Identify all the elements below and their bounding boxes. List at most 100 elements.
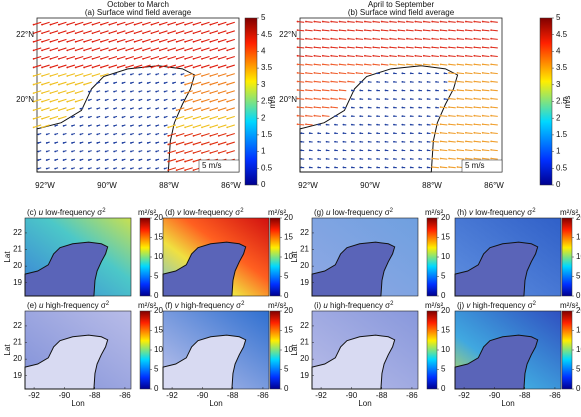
- panel-tag: (h): [457, 208, 467, 217]
- wind-arrow-head: [381, 21, 383, 23]
- wind-arrow-head: [184, 152, 186, 154]
- wind-arrow-head: [351, 158, 353, 160]
- wind-arrow-head: [334, 149, 336, 151]
- wind-arrow-head: [376, 72, 378, 74]
- wind-arrow-head: [418, 98, 420, 100]
- wind-arrow: [483, 141, 490, 142]
- wind-arrow-head: [75, 101, 77, 103]
- wind-arrow-head: [58, 24, 60, 26]
- wind-arrow-head: [201, 144, 203, 146]
- wind-arrow: [348, 56, 355, 57]
- colorbar: [562, 311, 572, 389]
- wind-arrow-head: [297, 72, 299, 74]
- wind-arrow-head: [66, 24, 68, 26]
- wind-arrow-head: [83, 84, 85, 86]
- wind-arrow-head: [297, 89, 299, 91]
- panel-tag: (e): [27, 301, 37, 310]
- wind-arrow-head: [473, 29, 475, 31]
- wind-arrow-head: [359, 81, 361, 83]
- wind-arrow: [449, 141, 456, 142]
- wind-arrow-head: [96, 125, 98, 127]
- lat-label: 22°N: [279, 30, 297, 39]
- wind-arrow-head: [435, 90, 437, 92]
- wind-arrow-head: [347, 29, 349, 31]
- wind-arrow-head: [122, 142, 124, 144]
- colorbar-tick-label: 0: [441, 291, 446, 300]
- colorbar-tick-label: 15: [441, 326, 450, 335]
- wind-arrow: [348, 39, 355, 40]
- wind-arrow-head: [385, 141, 387, 143]
- wind-arrow: [441, 158, 448, 159]
- wind-arrow: [390, 30, 397, 31]
- wind-arrow-head: [63, 159, 65, 161]
- wind-arrow: [457, 90, 464, 91]
- wind-arrow: [348, 73, 355, 74]
- wind-arrow: [483, 73, 490, 74]
- wind-arrow-head: [490, 106, 492, 108]
- wind-arrow-head: [83, 32, 85, 34]
- wind-arrow: [323, 81, 330, 82]
- wind-arrow: [373, 56, 380, 57]
- wind-arrow: [449, 158, 456, 159]
- colorbar-unit: m/s: [563, 96, 572, 109]
- wind-arrow-head: [201, 67, 203, 69]
- wind-arrow-head: [364, 46, 366, 48]
- wind-arrow-head: [393, 90, 395, 92]
- wind-arrow-head: [113, 142, 115, 144]
- wind-arrow-head: [401, 149, 403, 151]
- wind-arrow: [466, 81, 473, 82]
- wind-arrow-head: [482, 29, 484, 31]
- wind-arrow: [365, 39, 372, 40]
- colorbar-tick-label: 4.5: [261, 30, 273, 39]
- wind-arrow-head: [71, 159, 73, 161]
- wind-arrow-head: [427, 115, 429, 117]
- wind-arrow-head: [410, 72, 412, 74]
- wind-arrow: [466, 56, 473, 57]
- wind-arrow-head: [147, 82, 149, 84]
- wind-arrow: [314, 90, 321, 91]
- wind-arrow-head: [184, 32, 186, 34]
- wind-arrow: [314, 107, 321, 108]
- wind-arrow: [466, 133, 473, 134]
- wind-arrow-head: [105, 116, 107, 118]
- wind-arrow-head: [209, 84, 211, 86]
- wind-arrow: [323, 30, 330, 31]
- wind-arrow-head: [418, 81, 420, 83]
- wind-arrow-head: [50, 75, 52, 77]
- wind-arrow: [340, 73, 347, 74]
- wind-arrow-head: [218, 24, 220, 26]
- wind-arrow: [331, 107, 338, 108]
- wind-arrow-head: [92, 24, 94, 26]
- wind-arrow: [407, 56, 414, 57]
- wind-arrow: [466, 47, 473, 48]
- wind-arrow-head: [50, 84, 52, 86]
- colorbar-tick-label: 5: [154, 272, 159, 281]
- wind-arrow-head: [465, 140, 467, 142]
- wind-arrow-head: [482, 63, 484, 65]
- colorbar-tick-label: 10: [154, 345, 163, 354]
- wind-arrow: [474, 39, 481, 40]
- wind-arrow-head: [457, 158, 459, 160]
- wind-arrow-head: [184, 49, 186, 51]
- colorbar-tick-label: 1: [556, 147, 561, 156]
- wind-arrow-head: [448, 29, 450, 31]
- wind-arrow-head: [88, 142, 90, 144]
- wind-arrow-head: [88, 99, 90, 101]
- wind-arrow-head: [201, 152, 203, 154]
- wind-arrow-head: [176, 126, 178, 128]
- wind-arrow-head: [193, 75, 195, 77]
- wind-arrow-head: [444, 90, 446, 92]
- wind-arrow-head: [122, 168, 124, 170]
- wind-arrow: [474, 107, 481, 108]
- wind-arrow-head: [83, 67, 85, 69]
- wind-arrow-head: [134, 58, 136, 60]
- wind-arrow-head: [218, 75, 220, 77]
- wind-arrow: [399, 30, 406, 31]
- wind-arrow: [314, 22, 321, 23]
- wind-arrow-head: [364, 38, 366, 40]
- wind-arrow-head: [83, 49, 85, 51]
- wind-arrow: [449, 64, 456, 65]
- wind-arrow-head: [359, 124, 361, 126]
- wind-arrow-head: [490, 132, 492, 134]
- wind-arrow-head: [71, 151, 73, 153]
